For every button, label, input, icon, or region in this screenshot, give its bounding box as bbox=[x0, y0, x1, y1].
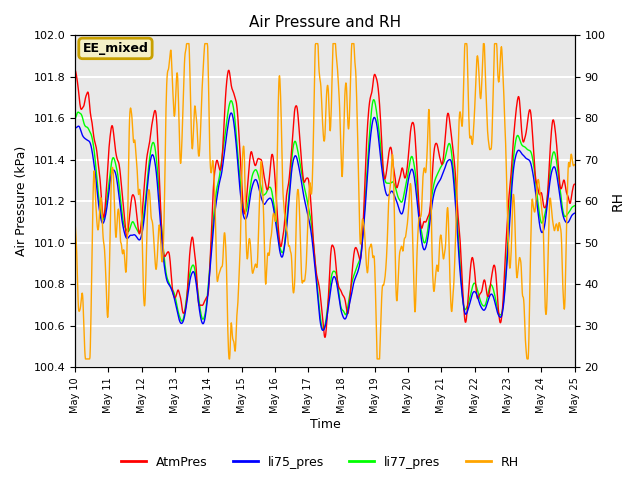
X-axis label: Time: Time bbox=[310, 419, 340, 432]
Y-axis label: RH: RH bbox=[611, 192, 625, 211]
Title: Air Pressure and RH: Air Pressure and RH bbox=[249, 15, 401, 30]
Text: EE_mixed: EE_mixed bbox=[83, 42, 148, 55]
Legend: AtmPres, li75_pres, li77_pres, RH: AtmPres, li75_pres, li77_pres, RH bbox=[116, 451, 524, 474]
Y-axis label: Air Pressure (kPa): Air Pressure (kPa) bbox=[15, 146, 28, 256]
